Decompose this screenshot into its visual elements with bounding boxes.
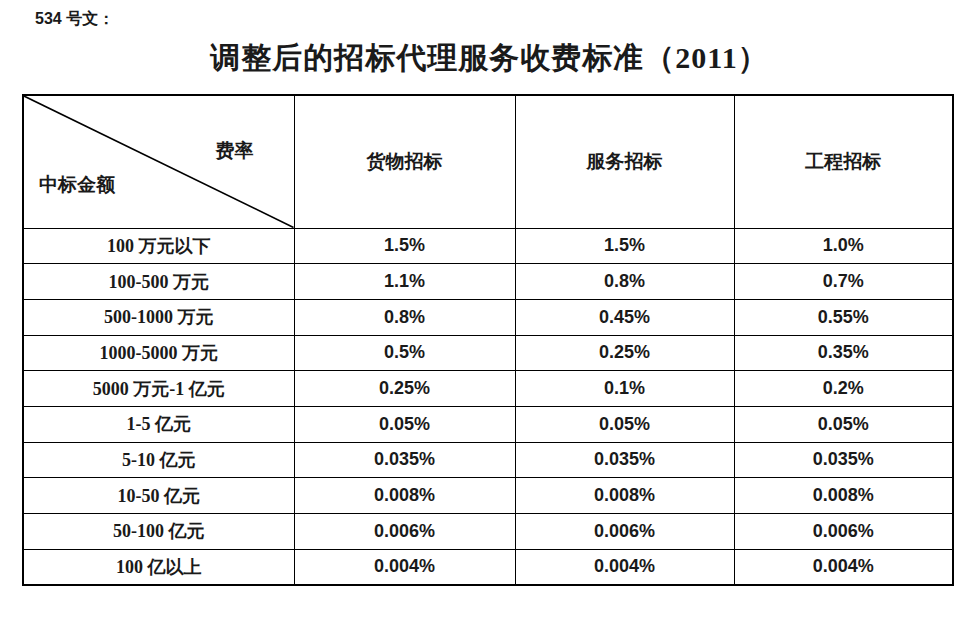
amount-cell: 500-1000 万元 <box>23 299 294 335</box>
table-corner-cell: 费率 中标金额 <box>23 95 294 228</box>
table-row: 5000 万元-1 亿元 0.25% 0.1% 0.2% <box>23 371 953 407</box>
table-row: 1-5 亿元 0.05% 0.05% 0.05% <box>23 406 953 442</box>
column-header-goods: 货物招标 <box>294 95 515 228</box>
goods-rate-cell: 0.05% <box>294 406 515 442</box>
goods-rate-cell: 0.8% <box>294 299 515 335</box>
goods-rate-cell: 0.035% <box>294 442 515 478</box>
amount-cell: 1000-5000 万元 <box>23 335 294 371</box>
corner-bid-amount-label: 中标金额 <box>39 172 115 198</box>
table-row: 500-1000 万元 0.8% 0.45% 0.55% <box>23 299 953 335</box>
table-row: 100-500 万元 1.1% 0.8% 0.7% <box>23 264 953 300</box>
page-title: 调整后的招标代理服务收费标准（2011） <box>0 38 979 79</box>
header-row: 费率 中标金额 货物招标 服务招标 工程招标 <box>23 95 953 228</box>
table-row: 50-100 亿元 0.006% 0.006% 0.006% <box>23 514 953 550</box>
amount-cell: 100-500 万元 <box>23 264 294 300</box>
services-rate-cell: 0.45% <box>515 299 734 335</box>
engineering-rate-cell: 0.004% <box>734 549 953 585</box>
engineering-rate-cell: 0.008% <box>734 478 953 514</box>
engineering-rate-cell: 0.006% <box>734 514 953 550</box>
goods-rate-cell: 0.006% <box>294 514 515 550</box>
services-rate-cell: 0.1% <box>515 371 734 407</box>
engineering-rate-cell: 0.05% <box>734 406 953 442</box>
amount-cell: 100 万元以下 <box>23 228 294 264</box>
goods-rate-cell: 0.25% <box>294 371 515 407</box>
engineering-rate-cell: 1.0% <box>734 228 953 264</box>
goods-rate-cell: 0.5% <box>294 335 515 371</box>
amount-cell: 50-100 亿元 <box>23 514 294 550</box>
services-rate-cell: 0.05% <box>515 406 734 442</box>
services-rate-cell: 0.004% <box>515 549 734 585</box>
engineering-rate-cell: 0.35% <box>734 335 953 371</box>
corner-fee-rate-label: 费率 <box>216 138 254 164</box>
engineering-rate-cell: 0.7% <box>734 264 953 300</box>
column-header-services: 服务招标 <box>515 95 734 228</box>
engineering-rate-cell: 0.2% <box>734 371 953 407</box>
amount-cell: 5-10 亿元 <box>23 442 294 478</box>
amount-cell: 5000 万元-1 亿元 <box>23 371 294 407</box>
services-rate-cell: 0.8% <box>515 264 734 300</box>
engineering-rate-cell: 0.55% <box>734 299 953 335</box>
table-row: 100 亿以上 0.004% 0.004% 0.004% <box>23 549 953 585</box>
services-rate-cell: 0.008% <box>515 478 734 514</box>
goods-rate-cell: 0.008% <box>294 478 515 514</box>
goods-rate-cell: 1.1% <box>294 264 515 300</box>
amount-cell: 1-5 亿元 <box>23 406 294 442</box>
amount-cell: 100 亿以上 <box>23 549 294 585</box>
services-rate-cell: 0.035% <box>515 442 734 478</box>
document-number: 534 号文： <box>0 0 979 30</box>
services-rate-cell: 1.5% <box>515 228 734 264</box>
column-header-engineering: 工程招标 <box>734 95 953 228</box>
table-row: 1000-5000 万元 0.5% 0.25% 0.35% <box>23 335 953 371</box>
table-row: 10-50 亿元 0.008% 0.008% 0.008% <box>23 478 953 514</box>
fee-table: 费率 中标金额 货物招标 服务招标 工程招标 100 万元以下 1.5% 1.5… <box>22 94 954 586</box>
document-page: 534 号文： 调整后的招标代理服务收费标准（2011） 费率 中标金额 货物招… <box>0 0 979 586</box>
goods-rate-cell: 1.5% <box>294 228 515 264</box>
services-rate-cell: 0.006% <box>515 514 734 550</box>
engineering-rate-cell: 0.035% <box>734 442 953 478</box>
amount-cell: 10-50 亿元 <box>23 478 294 514</box>
table-row: 100 万元以下 1.5% 1.5% 1.0% <box>23 228 953 264</box>
goods-rate-cell: 0.004% <box>294 549 515 585</box>
services-rate-cell: 0.25% <box>515 335 734 371</box>
table-row: 5-10 亿元 0.035% 0.035% 0.035% <box>23 442 953 478</box>
